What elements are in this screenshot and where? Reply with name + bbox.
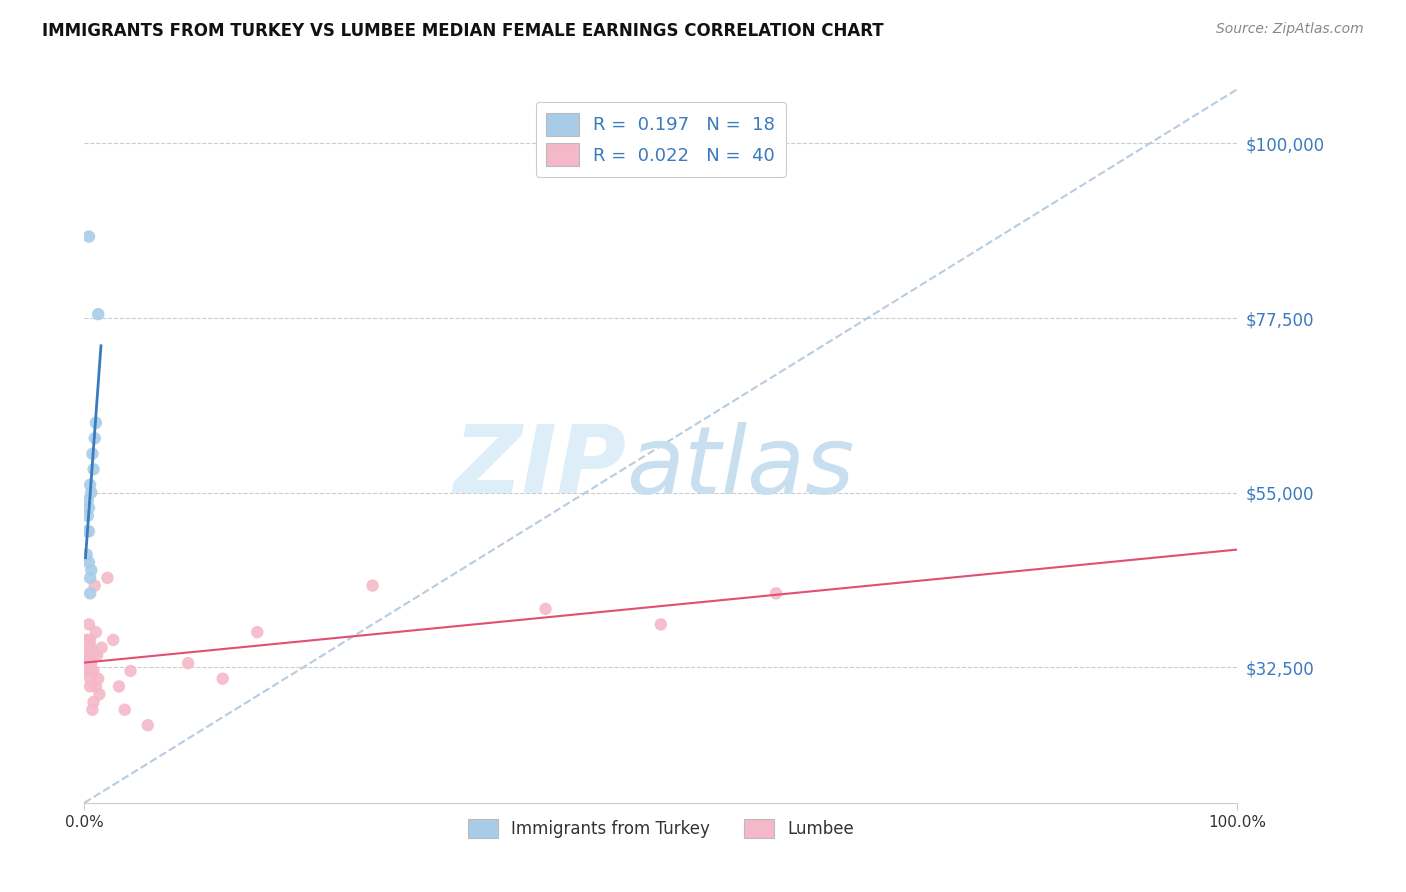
Point bbox=[79, 632, 101, 647]
Point bbox=[246, 625, 269, 640]
Point bbox=[177, 656, 200, 670]
Point bbox=[82, 703, 104, 717]
Point bbox=[86, 648, 108, 663]
Text: Source: ZipAtlas.com: Source: ZipAtlas.com bbox=[1216, 22, 1364, 37]
Point bbox=[82, 648, 104, 663]
Point bbox=[90, 640, 112, 655]
Point bbox=[76, 548, 98, 562]
Point bbox=[76, 656, 98, 670]
Point bbox=[77, 617, 100, 632]
Point bbox=[136, 718, 159, 732]
Point bbox=[76, 524, 98, 539]
Point bbox=[83, 579, 105, 593]
Point bbox=[120, 664, 142, 678]
Point bbox=[83, 664, 105, 678]
Point bbox=[361, 579, 384, 593]
Point bbox=[108, 680, 131, 694]
Point bbox=[84, 416, 107, 430]
Point bbox=[77, 229, 100, 244]
Point bbox=[83, 462, 105, 476]
Point bbox=[83, 695, 105, 709]
Point bbox=[76, 632, 98, 647]
Point bbox=[77, 555, 100, 569]
Point bbox=[211, 672, 233, 686]
Point bbox=[80, 485, 103, 500]
Point bbox=[96, 571, 118, 585]
Point bbox=[79, 477, 101, 491]
Point bbox=[77, 524, 100, 539]
Point bbox=[84, 680, 107, 694]
Point bbox=[82, 447, 104, 461]
Point bbox=[87, 672, 110, 686]
Point bbox=[76, 493, 98, 508]
Point bbox=[76, 632, 98, 647]
Point bbox=[76, 664, 98, 678]
Point bbox=[77, 640, 100, 655]
Point bbox=[80, 640, 103, 655]
Point bbox=[79, 672, 101, 686]
Point bbox=[80, 656, 103, 670]
Point bbox=[75, 648, 97, 663]
Point bbox=[77, 501, 100, 516]
Point bbox=[103, 632, 124, 647]
Point bbox=[75, 664, 97, 678]
Point bbox=[80, 563, 103, 577]
Text: IMMIGRANTS FROM TURKEY VS LUMBEE MEDIAN FEMALE EARNINGS CORRELATION CHART: IMMIGRANTS FROM TURKEY VS LUMBEE MEDIAN … bbox=[42, 22, 884, 40]
Point bbox=[80, 664, 103, 678]
Point bbox=[79, 571, 101, 585]
Point bbox=[650, 617, 672, 632]
Point bbox=[79, 586, 101, 600]
Point bbox=[77, 648, 100, 663]
Point bbox=[765, 586, 787, 600]
Point bbox=[76, 648, 98, 663]
Text: ZIP: ZIP bbox=[453, 421, 626, 514]
Point bbox=[84, 625, 107, 640]
Point bbox=[114, 703, 136, 717]
Text: atlas: atlas bbox=[626, 422, 855, 513]
Point bbox=[87, 307, 110, 321]
Point bbox=[79, 680, 101, 694]
Legend: Immigrants from Turkey, Lumbee: Immigrants from Turkey, Lumbee bbox=[461, 812, 860, 845]
Point bbox=[89, 687, 111, 701]
Point bbox=[76, 508, 98, 523]
Point bbox=[534, 602, 557, 616]
Point bbox=[83, 431, 105, 445]
